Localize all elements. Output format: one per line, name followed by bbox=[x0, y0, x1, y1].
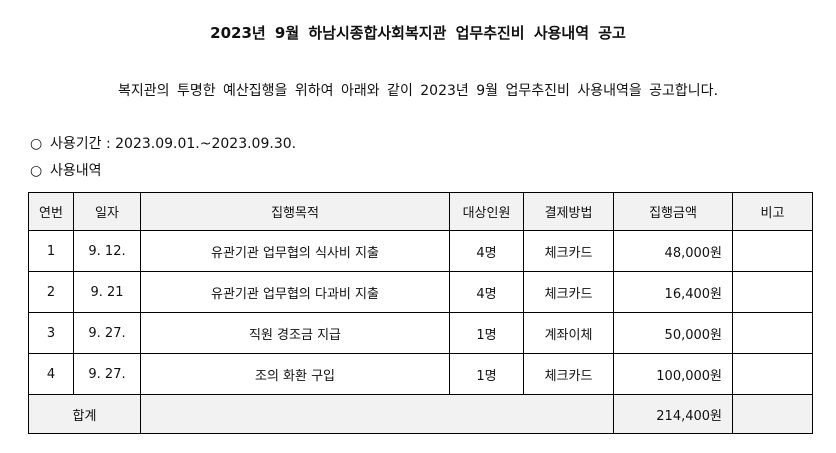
cell-people: 1명 bbox=[449, 353, 524, 395]
header-cell: 연번 bbox=[28, 192, 74, 231]
cell-method: 체크카드 bbox=[523, 271, 614, 313]
usage-period-label: 사용기간 : 2023.09.01.~2023.09.30. bbox=[50, 136, 297, 152]
table-header: 연번 일자 집행목적 대상인원 결제방법 집행금액 비고 bbox=[28, 192, 813, 231]
cell-amount: 16,400원 bbox=[613, 271, 733, 313]
cell-note bbox=[732, 230, 813, 272]
table-row: 4 9. 27. 조의 화환 구입 1명 체크카드 100,000원 bbox=[28, 353, 813, 395]
cell-note bbox=[732, 271, 813, 313]
usage-details-label: 사용내역 bbox=[50, 163, 102, 179]
header-cell: 대상인원 bbox=[449, 192, 524, 231]
expense-table: 연번 일자 집행목적 대상인원 결제방법 집행금액 비고 1 9. 12. 유관… bbox=[28, 192, 813, 434]
cell-purpose: 유관기관 업무협의 식사비 지출 bbox=[140, 230, 450, 272]
cell-amount: 50,000원 bbox=[613, 312, 733, 354]
circle-bullet-icon: ○ bbox=[30, 136, 43, 152]
total-empty bbox=[140, 394, 614, 434]
cell-date: 9. 21 bbox=[73, 271, 141, 313]
header-cell: 집행금액 bbox=[613, 192, 733, 231]
header-cell: 일자 bbox=[73, 192, 141, 231]
header-cell: 결제방법 bbox=[523, 192, 614, 231]
page-title: 2023년 9월 하남시종합사회복지관 업무추진비 사용내역 공고 bbox=[210, 24, 626, 42]
cell-people: 4명 bbox=[449, 271, 524, 313]
cell-amount: 48,000원 bbox=[613, 230, 733, 272]
table-row: 3 9. 27. 직원 경조금 지급 1명 계좌이체 50,000원 bbox=[28, 312, 813, 354]
cell-method: 체크카드 bbox=[523, 353, 614, 395]
cell-note bbox=[732, 312, 813, 354]
intro-text: 복지관의 투명한 예산집행을 위하여 아래와 같이 2023년 9월 업무추진비… bbox=[117, 83, 719, 99]
cell-date: 9. 12. bbox=[73, 230, 141, 272]
cell-note bbox=[732, 353, 813, 395]
cell-date: 9. 27. bbox=[73, 353, 141, 395]
cell-amount: 100,000원 bbox=[613, 353, 733, 395]
cell-no: 1 bbox=[28, 230, 74, 272]
cell-people: 4명 bbox=[449, 230, 524, 272]
cell-date: 9. 27. bbox=[73, 312, 141, 354]
usage-period: ○ 사용기간 : 2023.09.01.~2023.09.30. bbox=[30, 133, 296, 153]
cell-method: 체크카드 bbox=[523, 230, 614, 272]
header-cell: 비고 bbox=[732, 192, 813, 231]
cell-no: 2 bbox=[28, 271, 74, 313]
total-note bbox=[732, 394, 813, 434]
cell-purpose: 직원 경조금 지급 bbox=[140, 312, 450, 354]
usage-details: ○ 사용내역 bbox=[30, 160, 102, 180]
total-label: 합계 bbox=[28, 394, 141, 434]
cell-purpose: 유관기관 업무협의 다과비 지출 bbox=[140, 271, 450, 313]
circle-bullet-icon: ○ bbox=[30, 163, 43, 179]
table-row: 1 9. 12. 유관기관 업무협의 식사비 지출 4명 체크카드 48,000… bbox=[28, 230, 813, 272]
cell-no: 4 bbox=[28, 353, 74, 395]
cell-method: 계좌이체 bbox=[523, 312, 614, 354]
total-amount: 214,400원 bbox=[613, 394, 733, 434]
header-cell: 집행목적 bbox=[140, 192, 450, 231]
cell-no: 3 bbox=[28, 312, 74, 354]
cell-people: 1명 bbox=[449, 312, 524, 354]
cell-purpose: 조의 화환 구입 bbox=[140, 353, 450, 395]
total-row: 합계 214,400원 bbox=[28, 394, 813, 434]
table-row: 2 9. 21 유관기관 업무협의 다과비 지출 4명 체크카드 16,400원 bbox=[28, 271, 813, 313]
